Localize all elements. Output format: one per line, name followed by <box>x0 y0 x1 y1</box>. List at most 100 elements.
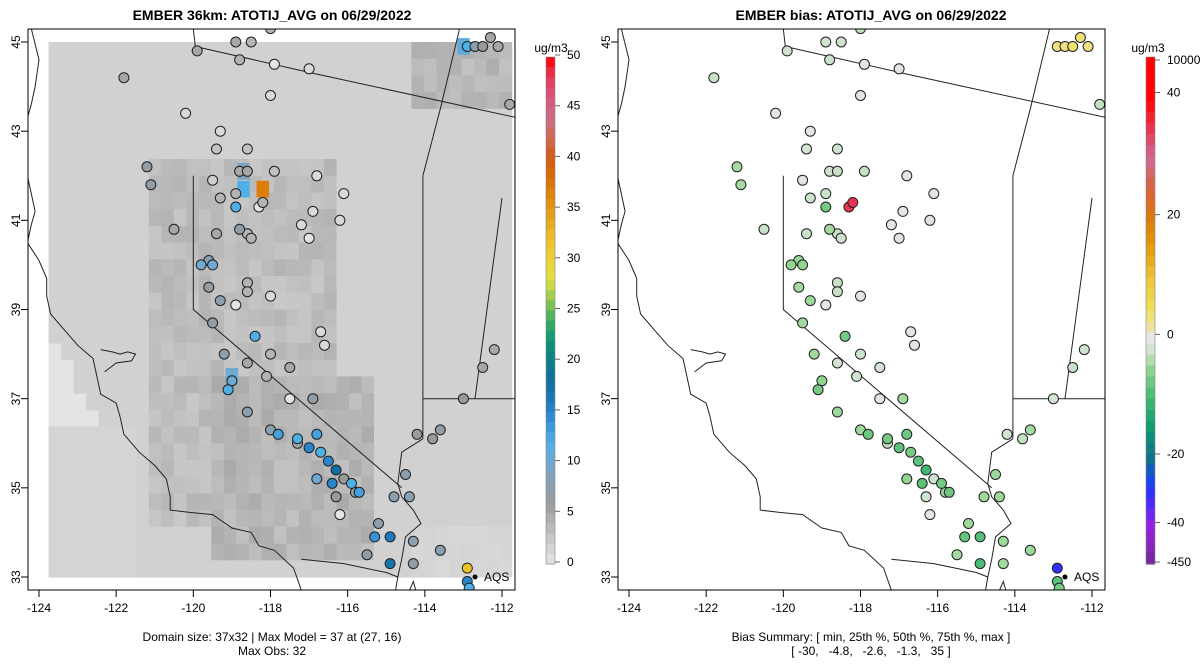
grid-cell <box>461 225 475 244</box>
grid-cell <box>61 225 75 244</box>
grid-cell <box>61 92 75 110</box>
grid-cell <box>73 560 87 578</box>
grid-cell <box>474 192 488 210</box>
bias-point <box>893 232 905 244</box>
boundary-line <box>1012 29 1051 176</box>
grid-cell <box>48 560 62 578</box>
bias-point <box>893 63 905 75</box>
colorbar-tick-label: 5 <box>567 504 574 518</box>
observation-point <box>292 433 303 445</box>
grid-cell <box>336 159 350 177</box>
colorbar-segment <box>546 77 555 88</box>
grid-cell <box>161 326 175 344</box>
grid-cell <box>411 75 425 93</box>
y-tick-label: 45 <box>599 35 613 49</box>
left-colorbar: 0 5 10 15 20 25 30 35 40 45 50 <box>545 48 581 569</box>
y-tick-label: 35 <box>599 481 613 495</box>
grid-cell <box>136 108 150 127</box>
grid-cell <box>48 75 62 93</box>
grid-cell <box>298 292 312 311</box>
grid-cell <box>424 526 438 545</box>
grid-cell <box>86 560 100 578</box>
grid-cell <box>386 92 400 110</box>
grid-cell <box>98 326 112 344</box>
colorbar-segment <box>546 320 555 332</box>
grid-cell <box>449 359 463 377</box>
grid-cell <box>248 342 262 361</box>
colorbar-segment <box>546 188 555 200</box>
grid-cell <box>361 359 375 377</box>
grid-cell <box>474 493 488 511</box>
observation-point <box>492 41 504 52</box>
y-tick-label: 39 <box>599 303 613 317</box>
grid-cell <box>286 460 300 478</box>
bias-point <box>905 446 917 458</box>
bias-point <box>916 477 928 489</box>
grid-cell <box>261 309 275 327</box>
grid-cell <box>424 58 438 76</box>
grid-cell <box>73 376 87 394</box>
grid-cell <box>98 510 112 528</box>
grid-cell <box>161 493 175 511</box>
grid-cell <box>236 476 250 494</box>
grid-cell <box>361 175 375 194</box>
boundary-line <box>782 29 786 47</box>
grid-cell <box>499 159 513 177</box>
grid-cell <box>486 192 500 210</box>
grid-cell <box>336 326 350 344</box>
grid-cell <box>148 493 162 511</box>
aqs-legend-label: AQS <box>484 570 509 584</box>
grid-cell <box>361 225 375 244</box>
grid-cell <box>499 426 513 444</box>
grid-cell <box>273 292 287 311</box>
grid-cell <box>223 409 237 428</box>
grid-cell <box>286 493 300 511</box>
grid-cell <box>449 292 463 311</box>
grid-cell <box>148 342 162 361</box>
colorbar-segment <box>546 87 555 99</box>
grid-cell <box>86 259 100 277</box>
grid-cell <box>386 426 400 444</box>
grid-cell <box>223 510 237 528</box>
observation-point <box>434 424 446 436</box>
colorbar-segment <box>546 553 555 565</box>
colorbar-segment <box>1146 475 1155 488</box>
grid-cell <box>286 42 300 60</box>
grid-cell <box>399 326 413 344</box>
colorbar-segment <box>546 148 555 159</box>
grid-cell <box>261 526 275 545</box>
bias-point <box>804 125 816 137</box>
colorbar-segment <box>1146 376 1155 389</box>
boundary-line <box>192 175 403 489</box>
grid-cell <box>399 359 413 377</box>
grid-cell <box>486 543 500 561</box>
grid-cell <box>349 108 363 127</box>
x-tick-label: -120 <box>771 601 795 615</box>
grid-cell <box>323 359 337 377</box>
grid-cell <box>261 460 275 478</box>
observation-point <box>145 179 157 191</box>
grid-cell <box>461 276 475 294</box>
grid-cell <box>311 125 325 143</box>
grid-cell <box>111 460 125 478</box>
grid-cell <box>374 42 388 60</box>
grid-cell <box>261 543 275 561</box>
grid-cell <box>298 192 312 210</box>
grid-cell <box>198 493 212 511</box>
grid-cell <box>98 75 112 93</box>
grid-cell <box>273 460 287 478</box>
grid-cell <box>73 426 87 444</box>
grid-cell <box>461 426 475 444</box>
colorbar-segment <box>1146 398 1155 411</box>
grid-cell <box>111 142 125 160</box>
grid-cell <box>248 460 262 478</box>
bias-point <box>758 223 770 235</box>
grid-cell <box>461 159 475 177</box>
grid-cell <box>298 476 312 494</box>
grid-cell <box>273 108 287 127</box>
observation-point <box>203 281 215 293</box>
bias-point <box>820 36 832 48</box>
grid-cell <box>123 209 137 227</box>
grid-cell <box>161 359 175 377</box>
grid-cell <box>261 209 275 227</box>
